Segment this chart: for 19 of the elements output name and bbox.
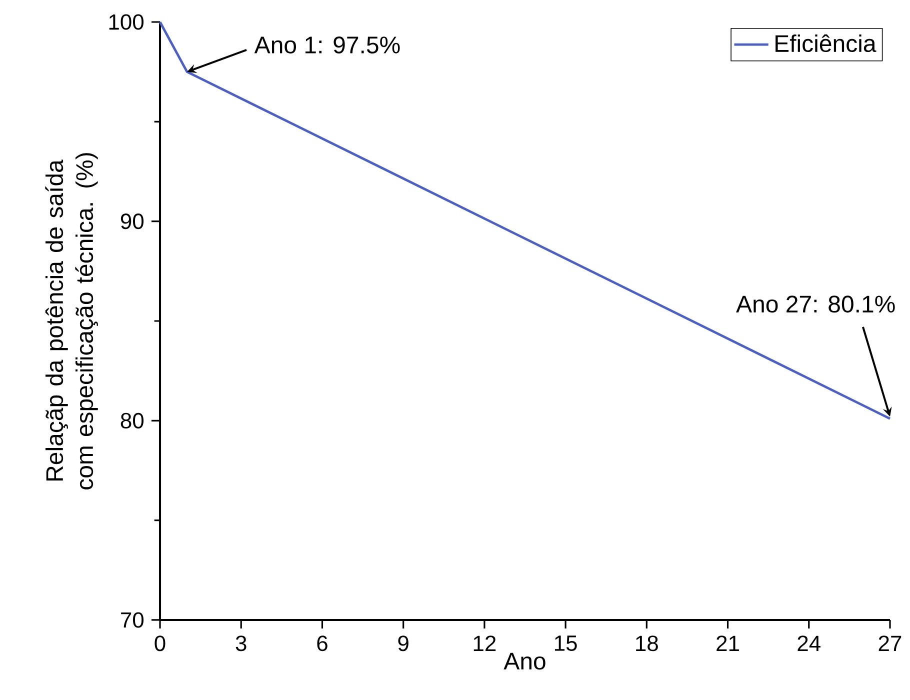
- x-tick-label: 27: [878, 636, 902, 651]
- x-tick-label: 18: [636, 636, 658, 652]
- x-tick-label: 3: [236, 636, 246, 652]
- y-tick-label: 80: [120, 412, 144, 428]
- x-tick-label: 12: [474, 636, 496, 651]
- x-axis-title: Ano: [504, 652, 546, 670]
- y-axis-title: Relaçãp da potência de saída com especificação técnica. (%): [45, 153, 98, 490]
- legend-label: Eficiência: [776, 34, 876, 52]
- y-tick-label: 90: [120, 214, 144, 230]
- x-tick-label: 15: [554, 636, 577, 651]
- annotation: Ano 1: 97.5%: [254, 36, 400, 54]
- x-tick-label: 0: [154, 636, 166, 652]
- x-tick-label: 6: [317, 636, 328, 652]
- y-tick-label: 70: [121, 612, 144, 628]
- y-tick-label: 100: [109, 14, 144, 30]
- x-tick-label: 9: [398, 636, 408, 652]
- annotation: Ano 27: 80.1%: [736, 296, 895, 313]
- x-tick-label: 21: [716, 636, 739, 651]
- x-tick-label: 24: [798, 636, 820, 651]
